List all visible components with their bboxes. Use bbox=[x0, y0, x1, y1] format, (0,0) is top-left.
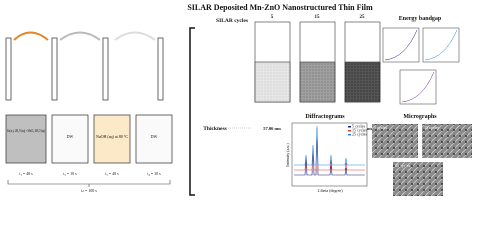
title: SILAR Deposited Mn-ZnO Nanostructured Th… bbox=[187, 3, 373, 12]
cycle-number: 15 bbox=[315, 15, 321, 20]
beaker-label: NaOH (aq) at 80 °C bbox=[96, 134, 128, 139]
sem-images: 5 cycles 15 cycles 25 cycles bbox=[372, 124, 472, 196]
bandgap-plots bbox=[382, 27, 460, 105]
sem-label: 5 cycles bbox=[374, 125, 387, 130]
thickness-label: Thickness bbox=[203, 126, 227, 132]
time: t₃ = 40 s bbox=[105, 171, 119, 176]
legend-label: 15 cycles bbox=[352, 128, 367, 133]
time: t₁ = 40 s bbox=[19, 171, 33, 176]
slides bbox=[5, 37, 164, 101]
thickness-value: 57.06 nm bbox=[263, 126, 281, 131]
beaker-label: Zn(ac)₂·2H₂O (aq) + MnCl₂·4H₂O (aq) bbox=[7, 128, 45, 133]
xrd-title: Diffractograms bbox=[305, 114, 345, 120]
cycle-number: 25 bbox=[360, 15, 366, 20]
process-arrows bbox=[13, 31, 156, 41]
xrd-xlabel: 2 theta (degree) bbox=[317, 188, 343, 193]
xrd-ylabel: Intensity (a.u.) bbox=[285, 143, 290, 167]
graphical-abstract: SILAR Deposited Mn-ZnO Nanostructured Th… bbox=[5, 3, 472, 196]
cycles-label: SILAR cycles bbox=[216, 18, 248, 24]
sem-label: 15 cycles bbox=[424, 125, 439, 130]
sem-label: 25 cycles bbox=[395, 163, 410, 168]
xrd-plot: 2 theta (degree) Intensity (a.u.) 5 cycl… bbox=[285, 122, 367, 193]
beaker-labels: Zn(ac)₂·2H₂O (aq) + MnCl₂·4H₂O (aq) DW N… bbox=[7, 128, 161, 193]
bracket bbox=[189, 27, 195, 196]
bracket bbox=[7, 180, 171, 187]
micrographs-title: Micrographs bbox=[403, 114, 437, 120]
beaker-label: DW bbox=[151, 134, 158, 139]
films bbox=[254, 21, 381, 103]
time: t₄ = 10 s bbox=[147, 171, 161, 176]
beaker-label: DW bbox=[67, 134, 74, 139]
cycle-time: tₙ = 100 s bbox=[81, 188, 97, 193]
bandgap-title: Energy bandgap bbox=[399, 16, 442, 22]
beakers bbox=[5, 114, 173, 164]
legend-label: 5 cycles bbox=[352, 124, 365, 129]
legend-label: 25 cycles bbox=[352, 132, 367, 137]
time: t₂ = 10 s bbox=[63, 171, 77, 176]
cycle-number: 5 bbox=[271, 15, 274, 20]
